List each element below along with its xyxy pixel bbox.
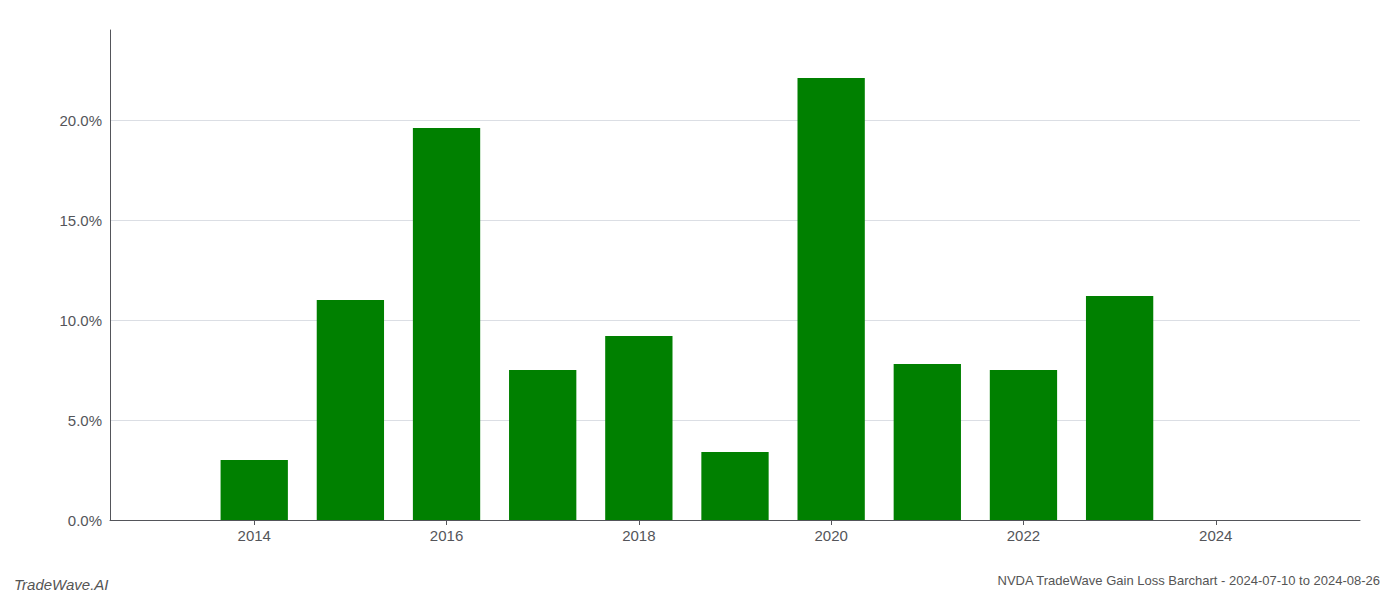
svg-text:0.0%: 0.0% bbox=[68, 512, 102, 529]
svg-text:2024: 2024 bbox=[1199, 527, 1232, 544]
svg-text:2020: 2020 bbox=[814, 527, 847, 544]
svg-text:20.0%: 20.0% bbox=[59, 112, 102, 129]
svg-text:10.0%: 10.0% bbox=[59, 312, 102, 329]
svg-text:TradeWave.AI: TradeWave.AI bbox=[14, 576, 108, 593]
svg-text:5.0%: 5.0% bbox=[68, 412, 102, 429]
svg-text:2022: 2022 bbox=[1007, 527, 1040, 544]
svg-text:2018: 2018 bbox=[622, 527, 655, 544]
svg-text:15.0%: 15.0% bbox=[59, 212, 102, 229]
svg-text:2016: 2016 bbox=[430, 527, 463, 544]
svg-text:2014: 2014 bbox=[238, 527, 271, 544]
svg-text:NVDA TradeWave Gain Loss Barch: NVDA TradeWave Gain Loss Barchart - 2024… bbox=[998, 573, 1381, 588]
